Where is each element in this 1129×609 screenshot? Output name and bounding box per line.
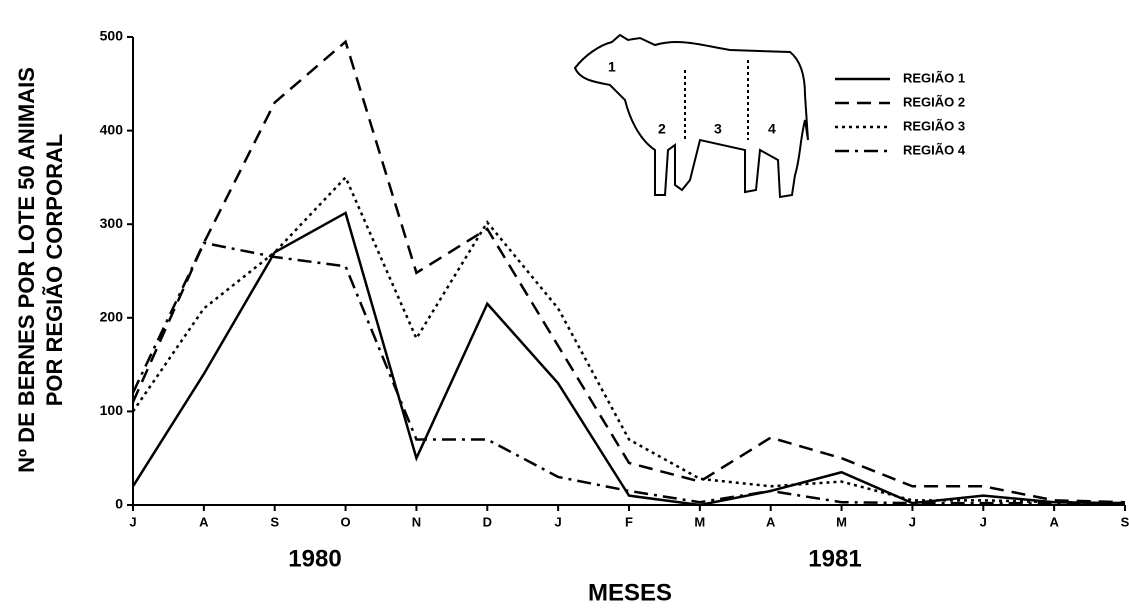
year-label: 1980 [288, 545, 341, 572]
x-tick-label: O [341, 514, 351, 529]
y-tick-label: 200 [100, 309, 124, 325]
x-tick-label: J [129, 514, 136, 529]
legend-label: REGIÃO 3 [903, 118, 965, 133]
x-tick-label: J [909, 514, 916, 529]
legend-label: REGIÃO 4 [903, 142, 966, 157]
x-axis-title: MESES [588, 579, 672, 606]
year-label: 1981 [808, 545, 861, 572]
x-tick-label: D [483, 514, 492, 529]
cow-region-label: 2 [658, 121, 666, 137]
cow-region-label: 3 [714, 121, 722, 137]
x-tick-label: A [766, 514, 776, 529]
y-tick-label: 400 [100, 121, 124, 137]
cow-region-label: 4 [768, 121, 776, 137]
chart: 1 2 3 4 Nº DE BERNES POR LOTE 50 ANIMAIS… [0, 0, 1129, 609]
y-tick-label: 300 [100, 215, 124, 231]
legend-label: REGIÃO 2 [903, 94, 965, 109]
x-tick-label: M [694, 514, 705, 529]
y-axis-title: Nº DE BERNES POR LOTE 50 ANIMAIS [14, 67, 39, 473]
x-tick-label: N [412, 514, 421, 529]
legend-label: REGIÃO 1 [903, 70, 965, 85]
y-axis-title: POR REGIÃO CORPORAL [42, 134, 67, 407]
x-tick-label: S [270, 514, 279, 529]
x-tick-label: S [1121, 514, 1129, 529]
x-tick-label: J [980, 514, 987, 529]
cow-region-label: 1 [608, 59, 616, 75]
x-tick-label: A [1049, 514, 1059, 529]
y-tick-label: 500 [100, 28, 124, 44]
series-line [133, 177, 1125, 503]
y-tick-label: 100 [100, 402, 124, 418]
y-tick-label: 0 [115, 496, 123, 512]
x-tick-label: F [625, 514, 633, 529]
x-tick-label: M [836, 514, 847, 529]
x-tick-label: A [199, 514, 209, 529]
x-tick-label: J [555, 514, 562, 529]
